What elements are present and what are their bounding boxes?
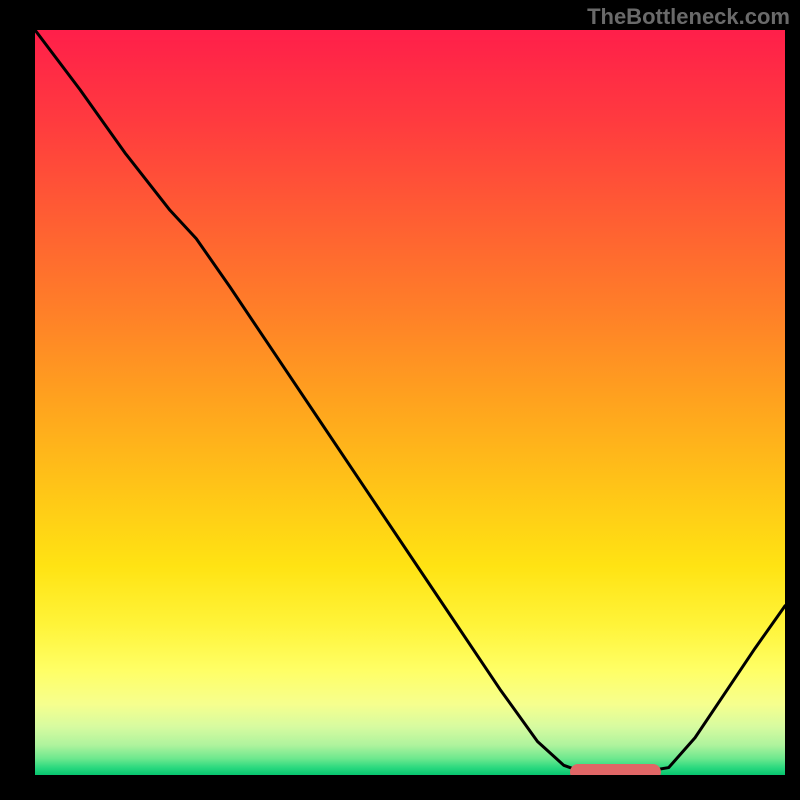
chart-svg	[35, 30, 785, 775]
optimal-range-marker	[570, 764, 662, 775]
watermark-text: TheBottleneck.com	[587, 4, 790, 30]
chart-plot-area	[35, 30, 785, 775]
chart-background-gradient	[35, 30, 785, 775]
